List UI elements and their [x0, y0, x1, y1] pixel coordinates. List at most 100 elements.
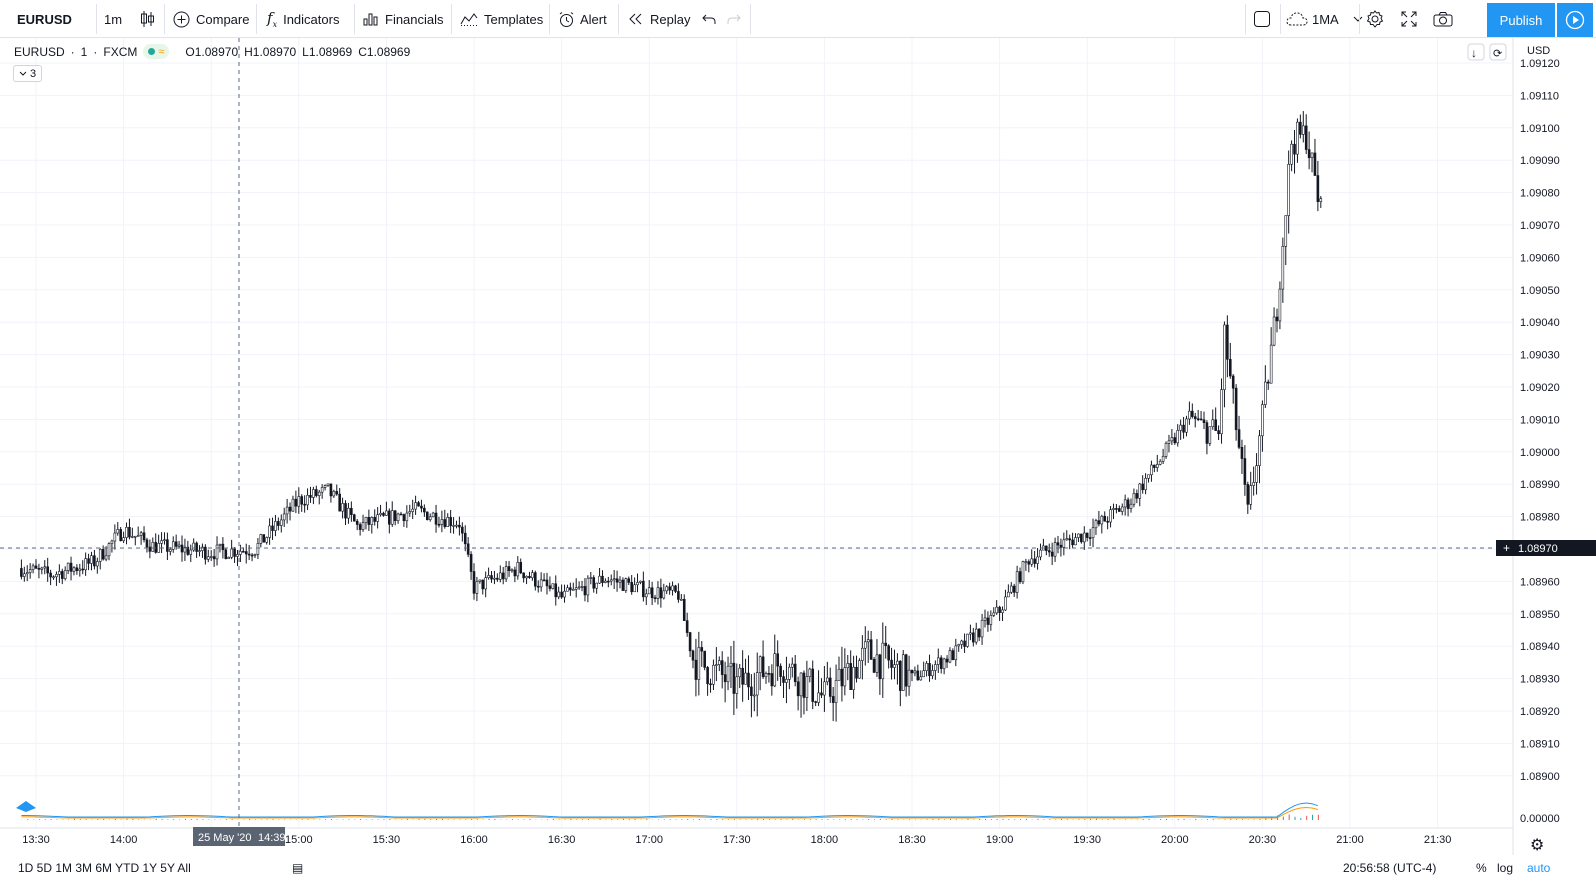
- candle: [475, 576, 479, 602]
- financials-button[interactable]: Financials: [363, 0, 444, 38]
- candle: [764, 671, 768, 684]
- candle: [983, 609, 987, 628]
- candle: [90, 551, 93, 571]
- market-status-badge[interactable]: ≈: [143, 44, 170, 59]
- log-button[interactable]: log: [1497, 861, 1514, 875]
- gear-icon[interactable]: ⚙: [1530, 837, 1544, 854]
- candle: [1284, 215, 1288, 266]
- volume-bar: [663, 819, 665, 820]
- play-button[interactable]: [1557, 3, 1593, 37]
- volume-bar: [453, 819, 455, 820]
- price-tick-label: 1.09010: [1520, 414, 1560, 426]
- candle: [1293, 129, 1296, 174]
- symbol-label: EURUSD: [17, 11, 72, 27]
- candle: [113, 524, 117, 550]
- candle: [910, 669, 914, 682]
- volume-bar: [360, 819, 362, 820]
- candle: [484, 571, 487, 598]
- indicator-count: 3: [29, 67, 37, 80]
- clock-label[interactable]: 20:56:58 (UTC-4): [1343, 861, 1437, 875]
- candle: [411, 499, 414, 520]
- snapshot-button[interactable]: [1433, 0, 1453, 38]
- volume-bar: [1043, 819, 1045, 820]
- fullscreen-layout-button[interactable]: [1253, 0, 1271, 38]
- volume-bar: [406, 818, 408, 820]
- candle: [291, 495, 295, 512]
- volume-bar: [1078, 819, 1080, 820]
- replay-button[interactable]: Replay: [628, 0, 690, 38]
- calendar-icon[interactable]: ▤: [292, 861, 304, 875]
- price-chart[interactable]: 1.09120 1.09110 1.09100 1.09090 1.09080 1.090…: [0, 38, 1596, 855]
- alert-button[interactable]: Alert: [558, 0, 607, 38]
- scroll-down-button[interactable]: [1467, 43, 1485, 61]
- undo-button[interactable]: [702, 0, 716, 38]
- candle: [840, 646, 844, 702]
- candle: [171, 536, 175, 553]
- candle: [37, 563, 41, 579]
- templates-button[interactable]: Templates: [460, 0, 543, 38]
- candles-style-button[interactable]: [140, 0, 156, 38]
- interval-button[interactable]: 1m: [104, 0, 122, 38]
- candle: [1062, 532, 1066, 556]
- volume-bar: [1230, 818, 1232, 820]
- layout-save-button[interactable]: 1MA: [1286, 0, 1363, 38]
- candle: [189, 544, 193, 563]
- volume-bar: [768, 819, 770, 820]
- gear-icon: [1366, 10, 1384, 28]
- volume-bar: [27, 819, 29, 820]
- redo-button[interactable]: [727, 0, 741, 38]
- candle: [1106, 516, 1109, 530]
- candle: [1199, 410, 1203, 421]
- volume-bar: [1084, 819, 1086, 820]
- settings-button[interactable]: [1366, 0, 1384, 38]
- price-tick-label: 1.08900: [1520, 771, 1560, 783]
- candle: [43, 560, 47, 575]
- candle: [717, 656, 721, 672]
- candle: [1150, 460, 1153, 482]
- candle: [116, 522, 120, 536]
- candle: [399, 511, 403, 516]
- volume-bar: [155, 818, 157, 820]
- legend-exchange: FXCM: [103, 44, 138, 59]
- redo-icon: [727, 14, 741, 24]
- candle: [1246, 481, 1250, 514]
- crosshair-date: 25 May '20: [198, 832, 251, 844]
- legend-high: H1.08970: [244, 44, 297, 59]
- indicators-button[interactable]: fx Indicators: [267, 0, 339, 38]
- candle: [1045, 545, 1048, 556]
- fullscreen-button[interactable]: [1401, 0, 1417, 38]
- percent-button[interactable]: %: [1476, 861, 1487, 875]
- volume-bar: [1224, 819, 1226, 820]
- toolbar-divider: [451, 4, 452, 34]
- candle: [934, 660, 937, 680]
- legend-collapse-button[interactable]: 3: [13, 65, 42, 82]
- reset-scale-button[interactable]: [1489, 43, 1507, 61]
- candle: [931, 664, 934, 680]
- symbol-search-button[interactable]: EURUSD: [17, 0, 72, 38]
- candle: [557, 586, 560, 600]
- candle: [352, 513, 356, 522]
- candle: [1053, 537, 1057, 562]
- candle: [373, 509, 377, 526]
- date-range-buttons[interactable]: 1D 5D 1M 3M 6M YTD 1Y 5Y All: [18, 861, 191, 875]
- auto-button[interactable]: auto: [1527, 861, 1551, 875]
- volume-bar: [1241, 819, 1243, 820]
- candle: [98, 548, 102, 570]
- candle: [1047, 543, 1051, 557]
- time-tick-label: 16:00: [460, 834, 488, 846]
- price-tick-label: 1.09060: [1520, 252, 1560, 264]
- publish-button[interactable]: Publish: [1487, 3, 1555, 37]
- volume-bar: [1312, 814, 1314, 820]
- volume-bar: [73, 818, 75, 820]
- candle: [680, 594, 683, 601]
- candle: [1313, 138, 1317, 176]
- price-tick-label: 1.08930: [1520, 674, 1560, 686]
- candle: [382, 511, 385, 517]
- compare-button[interactable]: Compare: [173, 0, 249, 38]
- candle: [776, 640, 779, 681]
- volume-bar: [547, 819, 548, 820]
- volume-bar: [465, 819, 467, 820]
- volume-bar: [476, 819, 478, 820]
- candle: [1103, 511, 1107, 522]
- volume-bar: [844, 819, 846, 820]
